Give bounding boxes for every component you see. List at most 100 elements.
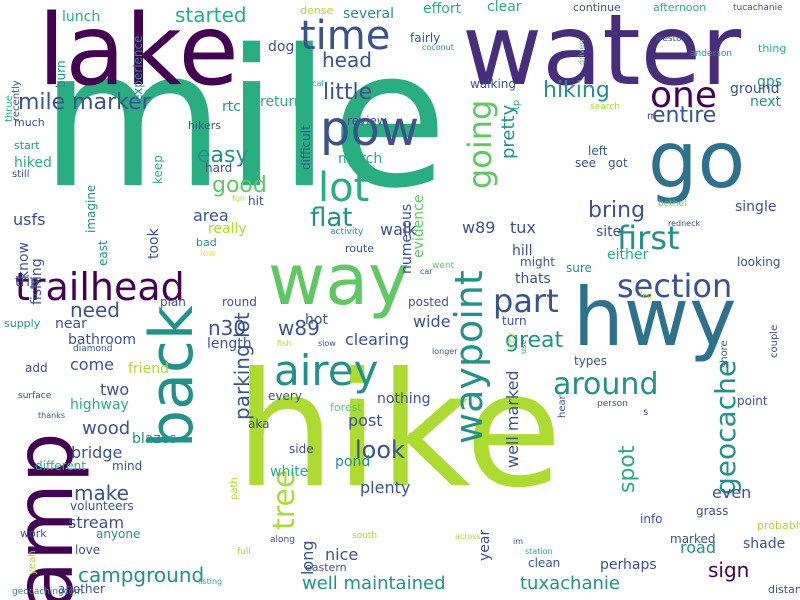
word-along: along bbox=[270, 535, 295, 545]
word-fish: fish bbox=[277, 339, 292, 348]
word-either: either bbox=[607, 247, 649, 263]
word-see: see bbox=[575, 156, 597, 170]
word-s: s bbox=[643, 407, 649, 418]
word-really: really bbox=[208, 221, 247, 237]
word-tux: tux bbox=[510, 218, 536, 237]
word-trip: trip bbox=[15, 274, 40, 290]
word-local: local bbox=[305, 79, 324, 88]
word-different: different bbox=[35, 459, 86, 473]
word-forest: forest bbox=[330, 401, 362, 414]
word-road: road bbox=[680, 538, 716, 557]
word-bring: bring bbox=[588, 198, 646, 223]
word-head: head bbox=[322, 48, 372, 72]
word-went: went bbox=[432, 261, 455, 271]
word-probably: probably bbox=[757, 519, 800, 532]
word-fun: fun bbox=[232, 194, 245, 203]
word-walk: walk bbox=[380, 220, 417, 239]
word-city: city bbox=[507, 332, 517, 349]
word-diamond: diamond bbox=[73, 344, 113, 354]
word-hard: hard bbox=[205, 161, 233, 175]
word-hiked: hiked bbox=[14, 155, 52, 171]
word-might: might bbox=[520, 255, 555, 269]
word-looking: looking bbox=[737, 255, 781, 269]
word-single: single bbox=[735, 199, 777, 215]
word-low: low bbox=[200, 249, 216, 259]
word-afternoon: afternoon bbox=[653, 1, 707, 14]
word-plenty: plenty bbox=[360, 478, 411, 497]
word-point: point bbox=[737, 394, 768, 408]
word-march: march bbox=[338, 151, 383, 167]
word-difficult: difficult bbox=[299, 125, 313, 170]
word-full: full bbox=[237, 547, 251, 557]
word-site: site bbox=[596, 224, 622, 240]
word-thanks: thanks bbox=[38, 411, 65, 420]
word-surface: surface bbox=[18, 391, 52, 401]
word-hikers: hikers bbox=[188, 119, 222, 132]
word-bridge: bridge bbox=[71, 443, 123, 462]
word-start: start bbox=[14, 139, 40, 152]
word-pow: pow bbox=[320, 101, 420, 157]
word-mile-marker: mile marker bbox=[18, 90, 151, 115]
word-still: still bbox=[12, 169, 30, 180]
word-mind: mind bbox=[112, 459, 143, 473]
word-tucachanie: tucachanie bbox=[733, 3, 783, 13]
word-lake: lake bbox=[38, 0, 239, 108]
word-types: types bbox=[574, 354, 608, 368]
word-anderson: anderson bbox=[690, 49, 733, 59]
word-across: across bbox=[455, 532, 481, 541]
word-walking: walking bbox=[470, 77, 517, 91]
word-great: great bbox=[505, 328, 564, 353]
word-clean: clean bbox=[528, 556, 561, 570]
word-path: path bbox=[229, 477, 240, 500]
word-easy: easy bbox=[197, 143, 249, 168]
word-love: love bbox=[75, 543, 101, 557]
word-posted: posted bbox=[408, 295, 449, 309]
word-round: round bbox=[222, 295, 257, 309]
word-campground: campground bbox=[78, 563, 205, 587]
word-hike: hike bbox=[235, 339, 563, 523]
word-pretty: pretty bbox=[498, 104, 519, 159]
word-m: m bbox=[647, 111, 657, 122]
word-one: one bbox=[650, 75, 717, 116]
word-route: route bbox=[345, 242, 375, 255]
word-tall: tall bbox=[403, 429, 421, 442]
word-much: much bbox=[14, 116, 45, 129]
word-little: little bbox=[323, 80, 373, 105]
word-activity: activity bbox=[330, 227, 364, 237]
word-driven: driven bbox=[577, 39, 586, 65]
word-white: white bbox=[270, 464, 309, 480]
word-thats: thats bbox=[515, 271, 551, 287]
word-started: started bbox=[175, 3, 247, 27]
word-first: first bbox=[617, 219, 680, 257]
word-two: two bbox=[100, 380, 130, 399]
word-well-maintained: well maintained bbox=[302, 573, 446, 594]
word-way: way bbox=[268, 239, 410, 321]
word-hiking: hiking bbox=[543, 78, 610, 103]
word-tp: tp bbox=[511, 99, 522, 110]
word-nice: nice bbox=[325, 545, 359, 564]
word-wood: wood bbox=[82, 418, 131, 439]
word-gps: gps bbox=[757, 74, 783, 90]
word-wide: wide bbox=[413, 312, 451, 331]
word-friend: friend bbox=[128, 361, 169, 377]
word-return: return bbox=[260, 94, 303, 110]
word-parking-lot: parking lot bbox=[230, 312, 254, 420]
word-couple: couple bbox=[769, 324, 780, 358]
word-another: another bbox=[58, 582, 105, 596]
word-aka: aka bbox=[248, 417, 270, 431]
word-bad: bad bbox=[196, 236, 217, 249]
word-waypoint: waypoint bbox=[447, 270, 491, 444]
word-mile: mile bbox=[40, 9, 448, 230]
word-coconut: coconut bbox=[422, 43, 454, 52]
word-review: review bbox=[347, 114, 387, 128]
word-redneck: redneck bbox=[668, 219, 701, 228]
word-make: make bbox=[74, 481, 129, 505]
word-trailhead: trailhead bbox=[15, 265, 185, 309]
word-volunteers: volunteers bbox=[70, 499, 134, 513]
word-longer: longer bbox=[432, 347, 458, 356]
word-ground: ground bbox=[730, 81, 780, 97]
word-geocachingcom: geocachingcom bbox=[12, 587, 84, 597]
word-anyone: anyone bbox=[96, 527, 141, 541]
word-w89: w89 bbox=[278, 316, 320, 340]
